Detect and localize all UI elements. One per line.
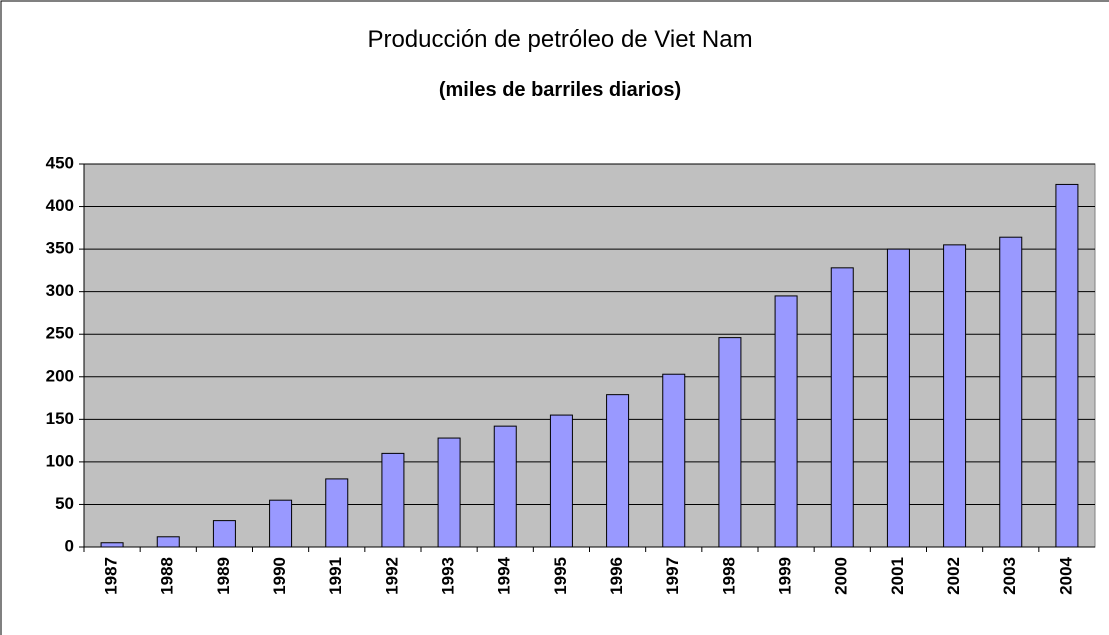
x-tick-label: 1988 <box>158 557 177 595</box>
x-tick-label: 1993 <box>439 557 458 595</box>
plot-area <box>83 163 1096 548</box>
x-tick-label: 1996 <box>607 557 626 595</box>
y-tick-label: 400 <box>46 196 74 215</box>
y-tick-label: 350 <box>46 239 74 258</box>
bar <box>381 452 405 548</box>
x-tick-label: 1991 <box>326 557 345 595</box>
x-tick-label: 1992 <box>382 557 401 595</box>
y-tick-label: 0 <box>65 536 74 555</box>
x-tick-label: 1997 <box>663 557 682 595</box>
bar <box>493 425 517 548</box>
x-tick-label: 2004 <box>1056 556 1075 594</box>
chart-subtitle: (miles de barriles diarios) <box>439 79 681 101</box>
bar <box>1055 183 1079 548</box>
bar <box>774 295 798 548</box>
bar <box>269 499 293 548</box>
bar <box>156 536 180 548</box>
x-tick-label: 2002 <box>944 557 963 595</box>
bar <box>830 267 854 548</box>
y-tick-label: 200 <box>46 366 74 385</box>
x-tick-label: 1987 <box>102 557 121 595</box>
y-tick-label: 300 <box>46 281 74 300</box>
bar <box>999 236 1023 548</box>
x-tick-label: 2001 <box>888 557 907 595</box>
x-tick-label: 1994 <box>495 556 514 594</box>
bar <box>549 414 573 548</box>
y-tick-label: 50 <box>55 494 74 513</box>
bar <box>886 248 910 548</box>
bar <box>437 437 461 548</box>
y-tick-label: 250 <box>46 324 74 343</box>
bar <box>212 520 236 548</box>
x-tick-label: 1989 <box>214 557 233 595</box>
bar <box>606 394 630 548</box>
x-tick-label: 1998 <box>719 557 738 595</box>
bar <box>943 244 967 548</box>
bar <box>718 337 742 548</box>
x-tick-label: 1999 <box>776 557 795 595</box>
bar <box>662 373 686 548</box>
x-tick-label: 1990 <box>270 557 289 595</box>
x-tick-label: 2003 <box>1000 557 1019 595</box>
y-tick-label: 100 <box>46 451 74 470</box>
x-tick-label: 1995 <box>551 557 570 595</box>
chart-title: Producción de petróleo de Viet Nam <box>367 26 752 53</box>
x-tick-label: 2000 <box>832 557 851 595</box>
bar <box>325 478 349 548</box>
bar <box>100 542 124 548</box>
y-tick-label: 150 <box>46 409 74 428</box>
y-tick-label: 450 <box>46 153 74 172</box>
